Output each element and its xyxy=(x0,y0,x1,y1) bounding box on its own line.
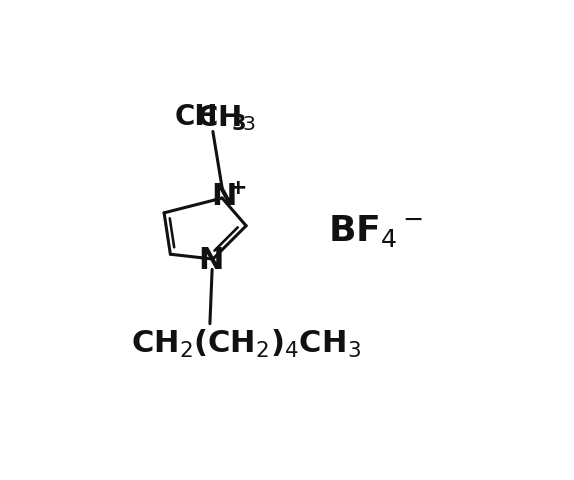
Text: BF$_4$$^-$: BF$_4$$^-$ xyxy=(328,213,423,249)
Text: CH$_3$: CH$_3$ xyxy=(196,104,255,133)
Text: CH$_2$(CH$_2$)$_4$CH$_3$: CH$_2$(CH$_2$)$_4$CH$_3$ xyxy=(131,328,361,360)
Text: 3: 3 xyxy=(231,114,246,134)
Text: CH: CH xyxy=(175,103,219,131)
Text: N: N xyxy=(211,182,236,211)
Text: N: N xyxy=(199,246,224,276)
Text: +: + xyxy=(228,178,247,198)
